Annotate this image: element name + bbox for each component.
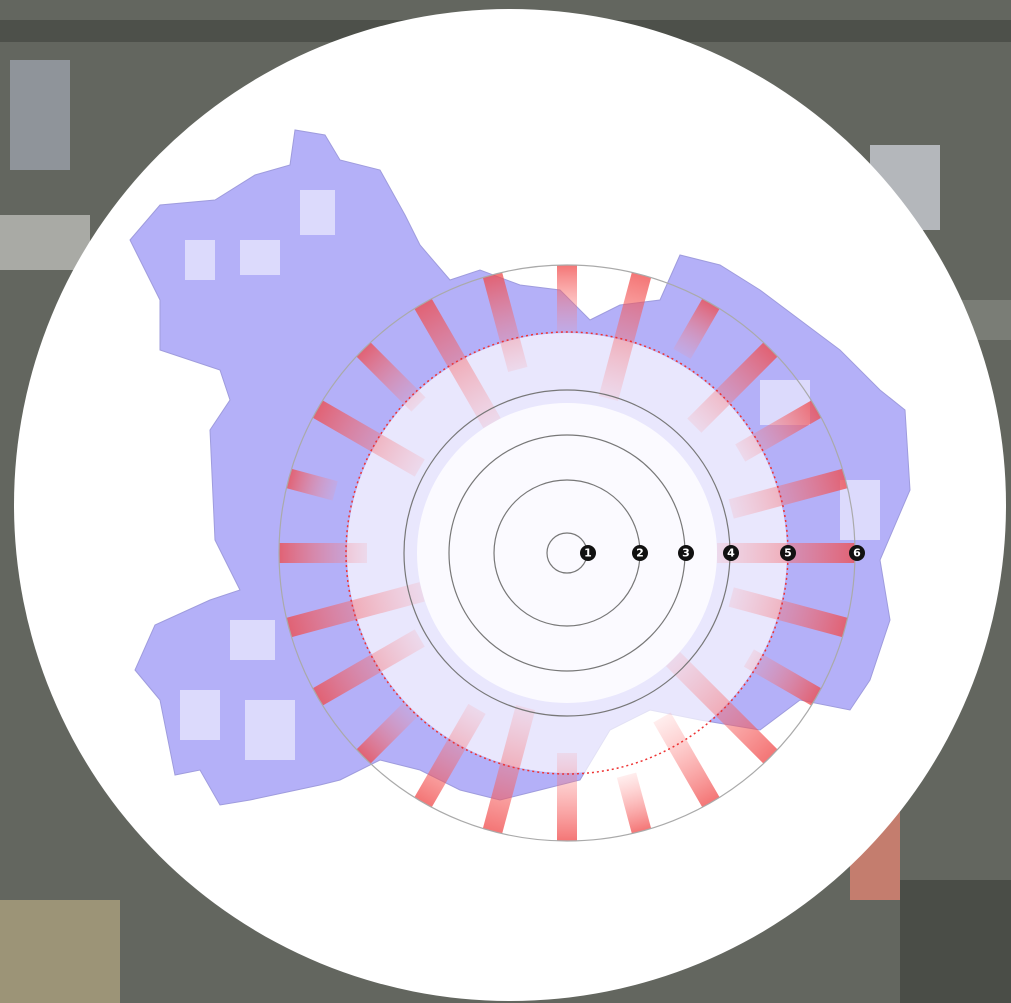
radial-bar [482, 704, 536, 834]
ring-label: 4 [727, 547, 735, 560]
radial-bar [356, 342, 426, 412]
ring-label: 5 [784, 547, 792, 560]
radial-bar [482, 272, 528, 373]
radial-bar [414, 298, 501, 429]
ring-marker [580, 545, 596, 561]
radial-bar [356, 701, 419, 764]
radial-bar [414, 703, 486, 808]
radial-bar [286, 468, 338, 501]
inner-core [417, 403, 717, 703]
radial-bar [665, 651, 778, 764]
ring-marker [632, 545, 648, 561]
radial-bar [673, 298, 720, 359]
radial-bar [616, 772, 652, 834]
radial-bar [557, 753, 577, 841]
ring-label: 1 [584, 547, 592, 560]
ring-marker [780, 545, 796, 561]
radial-bar [728, 468, 848, 519]
radial-bar [743, 649, 822, 706]
ring-marker [849, 545, 865, 561]
radial-bar [312, 629, 425, 706]
radial-bar [728, 587, 848, 638]
radial-bar [598, 272, 652, 402]
ring-label: 3 [682, 547, 690, 560]
radial-bar [286, 582, 425, 638]
ring-marker [723, 545, 739, 561]
radial-bar [557, 265, 577, 333]
radial-bar [279, 543, 367, 563]
radial-bar [653, 712, 720, 808]
radial-bar [312, 400, 425, 477]
light-districts [180, 190, 880, 760]
ring-labels: 1 2 3 4 5 6 [580, 545, 865, 561]
ring-label: 6 [853, 547, 861, 560]
radial-bar [687, 342, 778, 433]
radial-bars [279, 265, 855, 841]
ring-marker [678, 545, 694, 561]
ring-label: 2 [636, 547, 644, 560]
radial-bar [735, 400, 822, 462]
